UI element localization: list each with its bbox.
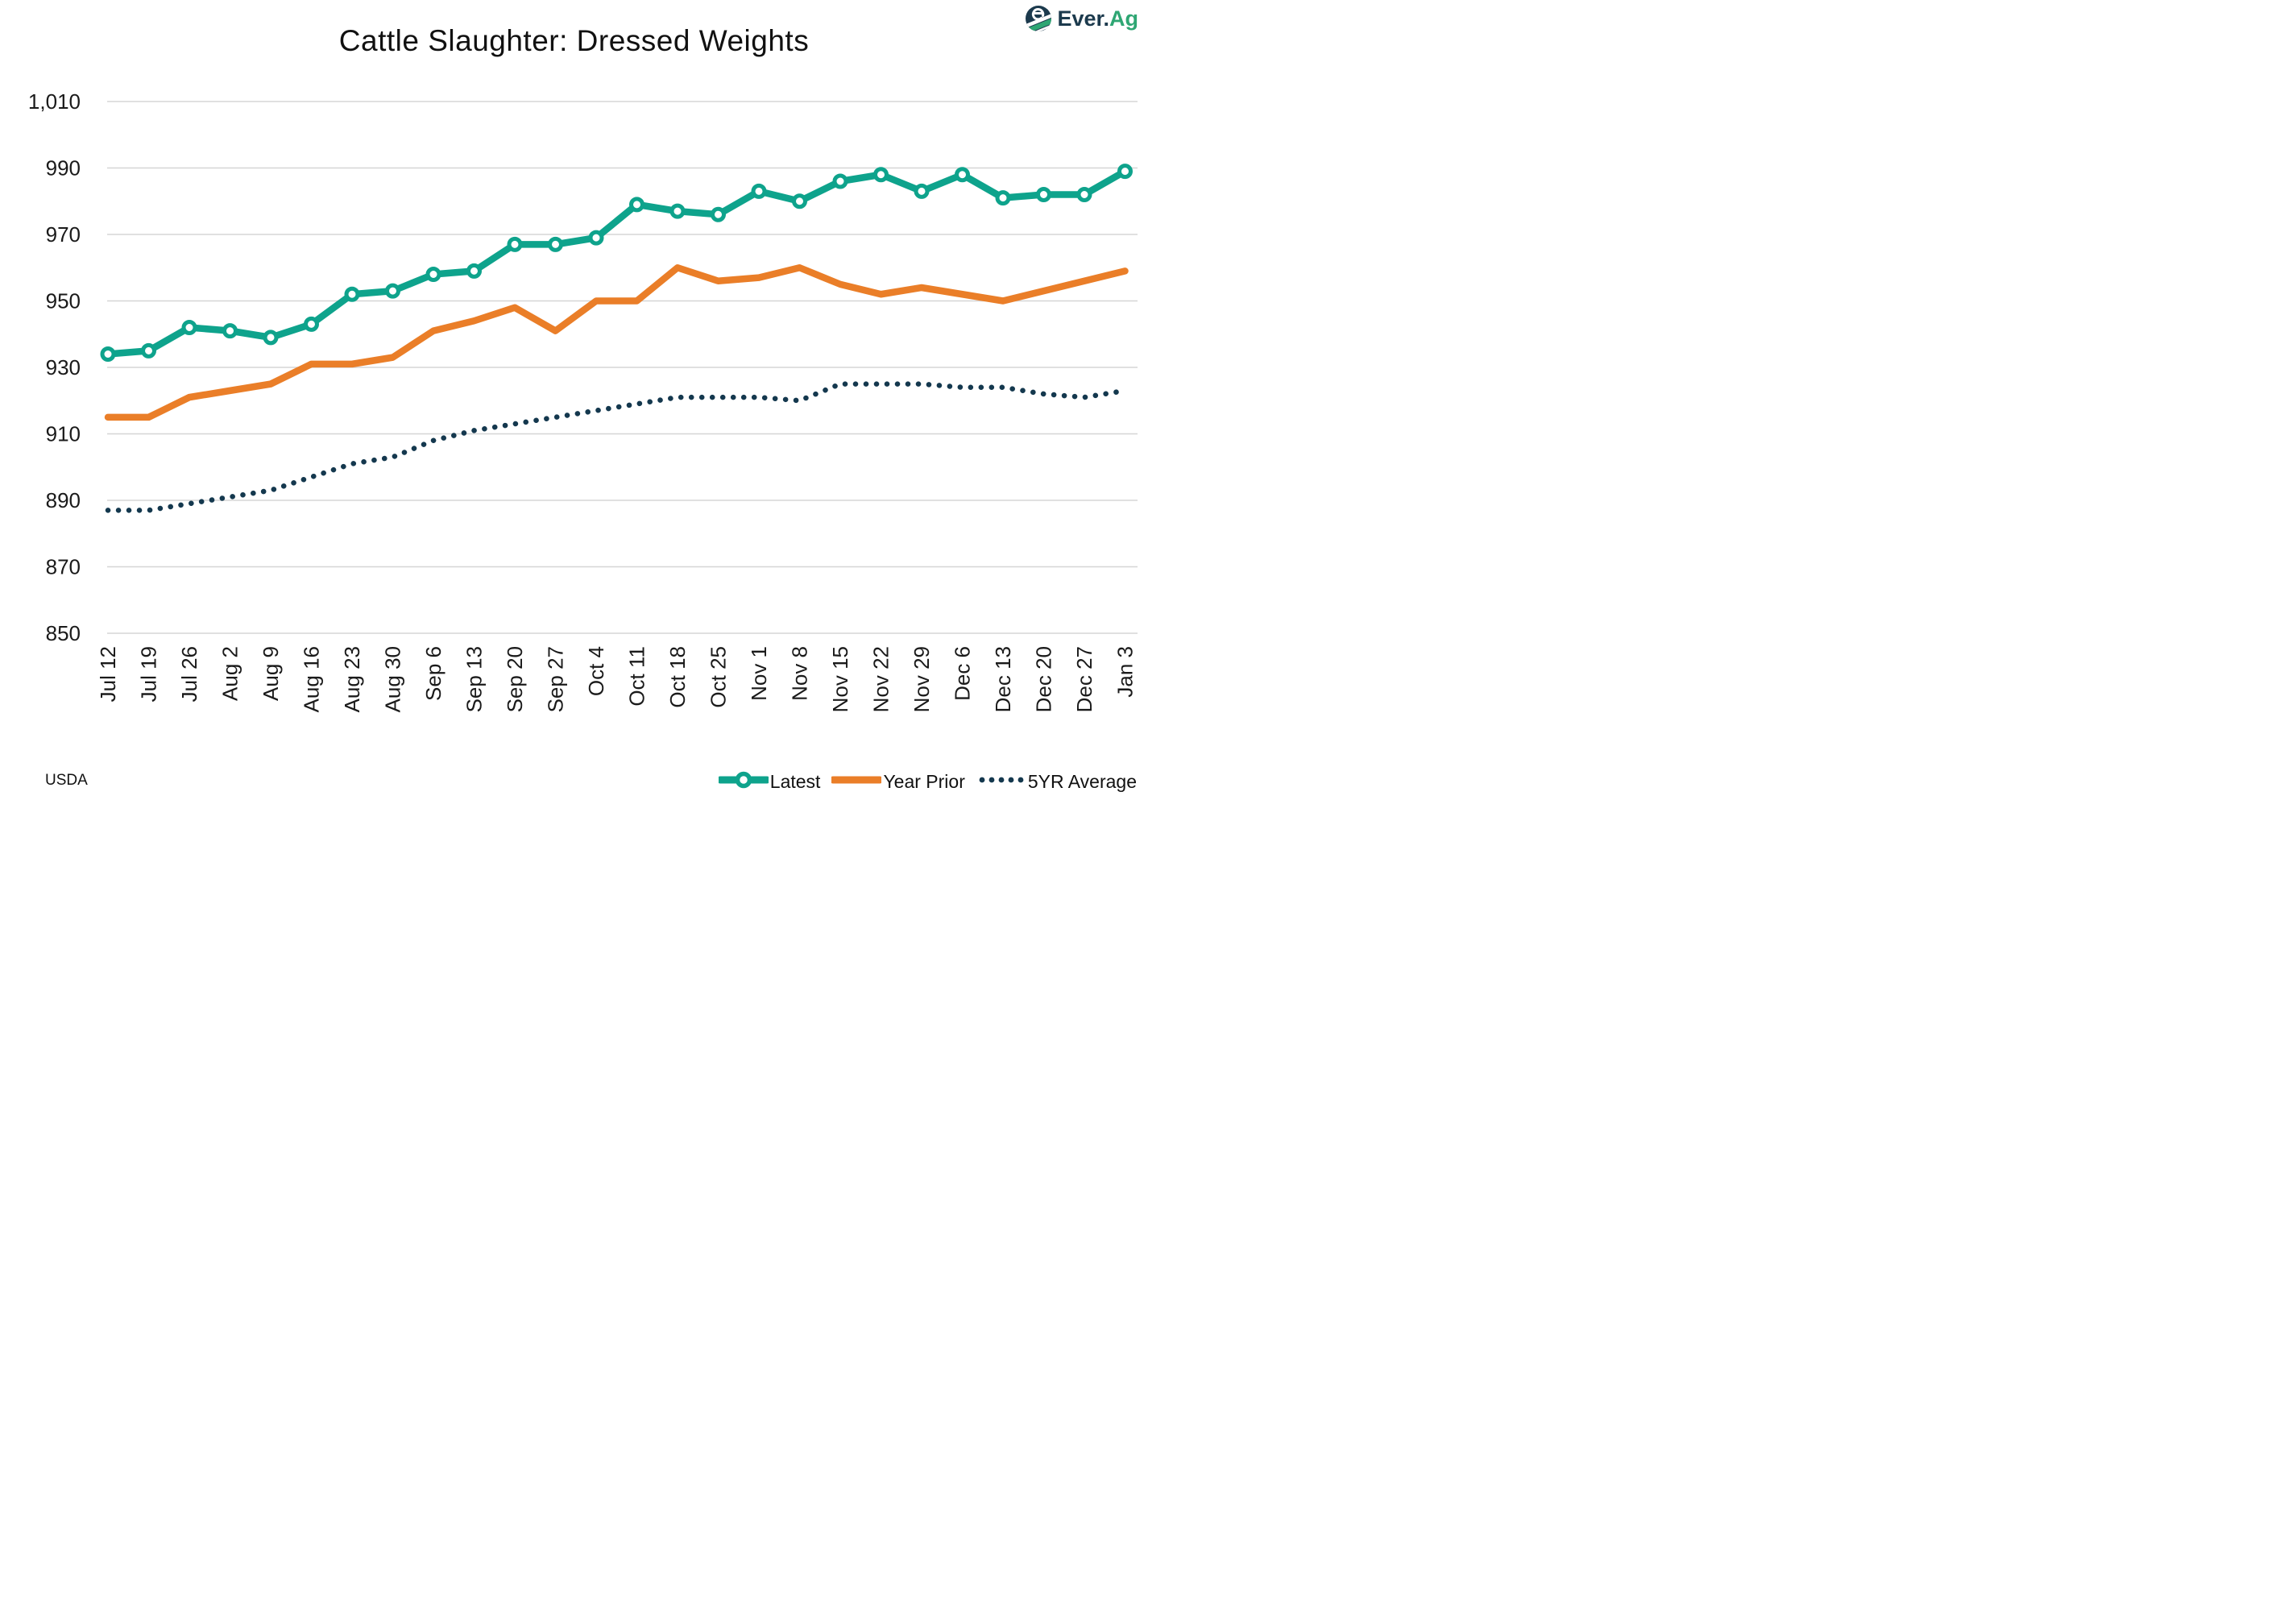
x-tick-dec-20: Dec 20 [1032, 646, 1056, 712]
logo-text-ever: Ever. [1057, 6, 1109, 31]
legend-swatch [716, 771, 771, 789]
y-tick-910: 910 [46, 422, 81, 446]
latest-marker-oct-25 [711, 206, 726, 222]
latest-marker-sep-27 [548, 236, 563, 252]
y-axis-labels: 850 870 890 910 930 950 970 990 1,010 [28, 89, 81, 645]
five-yr-dots-icon [976, 769, 1026, 794]
latest-marker-jul-26 [181, 320, 197, 335]
x-tick-aug-30: Aug 30 [381, 646, 405, 712]
series-5yr-average [105, 381, 1128, 513]
latest-marker-nov-8 [792, 193, 807, 209]
latest-marker-nov-1 [751, 183, 767, 199]
x-tick-dec-13: Dec 13 [991, 646, 1015, 712]
x-tick-aug-9: Aug 9 [259, 646, 283, 701]
latest-marker-oct-11 [629, 197, 644, 213]
latest-marker-aug-16 [304, 316, 319, 332]
y-tick-890: 890 [46, 488, 81, 512]
y-tick-970: 970 [46, 222, 81, 247]
x-tick-sep-6: Sep 6 [421, 646, 446, 701]
latest-line-marker-icon [716, 769, 771, 794]
gridlines [107, 101, 1138, 634]
latest-marker-jan-3 [1117, 164, 1133, 180]
legend-label-year-prior: Year Prior [883, 771, 965, 792]
everag-logo: Ever.Ag [1025, 5, 1138, 32]
latest-marker-aug-2 [222, 323, 238, 339]
source-label: USDA [45, 772, 88, 789]
latest-marker-aug-23 [344, 286, 360, 302]
latest-marker-nov-22 [873, 167, 889, 183]
chart-legend: Latest Year Prior 5YR Average [716, 769, 1137, 794]
legend-label-5yr-average: 5YR Average [1027, 771, 1137, 792]
y-tick-850: 850 [46, 621, 81, 645]
legend-swatch [979, 777, 1024, 783]
5yr-average-dotted-line [105, 381, 1128, 513]
latest-marker-nov-29 [914, 183, 930, 199]
y-tick-950: 950 [46, 289, 81, 313]
x-tick-sep-13: Sep 13 [462, 646, 487, 712]
x-tick-sep-27: Sep 27 [544, 646, 568, 712]
latest-marker-aug-30 [385, 283, 400, 299]
latest-marker-jul-12 [100, 346, 116, 362]
x-tick-aug-23: Aug 23 [340, 646, 364, 712]
y-tick-1010: 1,010 [28, 89, 81, 114]
latest-marker-dec-20 [1036, 187, 1051, 202]
latest-marker-nov-15 [832, 173, 848, 189]
latest-marker-sep-13 [466, 263, 482, 279]
y-tick-930: 930 [46, 355, 81, 379]
year-prior-line [104, 264, 1129, 421]
latest-line [104, 168, 1129, 358]
x-tick-nov-1: Nov 1 [747, 646, 771, 701]
x-tick-jul-26: Jul 26 [177, 646, 201, 702]
latest-marker-dec-13 [995, 190, 1011, 206]
x-tick-dec-6: Dec 6 [951, 646, 975, 701]
latest-marker-sep-6 [425, 267, 441, 282]
x-tick-jul-12: Jul 12 [96, 646, 120, 702]
latest-marker-dec-27 [1076, 187, 1092, 202]
year-prior-line-icon [829, 769, 884, 794]
x-tick-nov-8: Nov 8 [788, 646, 812, 701]
x-axis-labels: Jul 12 Jul 19 Jul 26 Aug 2 Aug 9 Aug 16 Aug 23… [96, 646, 1138, 712]
y-tick-870: 870 [46, 555, 81, 579]
y-tick-990: 990 [46, 156, 81, 180]
latest-marker-oct-4 [588, 230, 604, 246]
legend-swatch [829, 776, 884, 784]
x-tick-nov-29: Nov 29 [910, 646, 934, 712]
x-tick-aug-2: Aug 2 [218, 646, 242, 701]
series-latest [100, 164, 1133, 362]
latest-marker-oct-18 [669, 203, 686, 219]
x-tick-dec-27: Dec 27 [1072, 646, 1096, 712]
x-tick-oct-25: Oct 25 [707, 646, 731, 708]
legend-label-latest: Latest [769, 771, 821, 792]
x-tick-sep-20: Sep 20 [503, 646, 527, 712]
x-tick-nov-22: Nov 22 [869, 646, 893, 712]
legend-item-5yr-average: 5YR Average [976, 769, 1137, 794]
legend-item-year-prior: Year Prior [829, 769, 965, 794]
latest-marker-jul-19 [141, 342, 156, 359]
latest-marker-dec-6 [955, 167, 970, 183]
x-tick-jan-3: Jan 3 [1113, 646, 1138, 698]
x-tick-aug-16: Aug 16 [300, 646, 324, 712]
chart-area: 850 870 890 910 930 950 970 990 1,010 Jul 12 Jul 1… [0, 0, 1148, 810]
x-tick-oct-4: Oct 4 [584, 646, 608, 696]
x-tick-oct-18: Oct 18 [665, 646, 690, 708]
series-year-prior [104, 264, 1129, 421]
page-title: Cattle Slaughter: Dressed Weights [338, 24, 810, 57]
x-tick-oct-11: Oct 11 [625, 646, 649, 707]
logo-text-ag: Ag [1109, 6, 1138, 31]
x-tick-nov-15: Nov 15 [828, 646, 852, 712]
x-tick-jul-19: Jul 19 [137, 646, 161, 702]
latest-marker-sep-20 [507, 236, 523, 252]
legend-item-latest: Latest [716, 769, 821, 794]
everag-logo-text: Ever.Ag [1057, 5, 1138, 32]
latest-marker-aug-9 [263, 330, 279, 346]
everag-logo-icon [1026, 6, 1052, 31]
